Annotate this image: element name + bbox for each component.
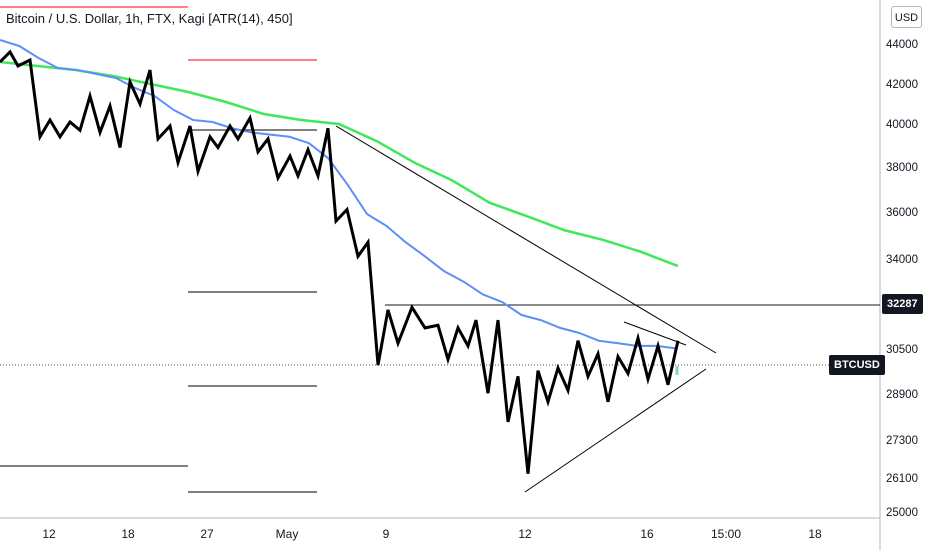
green-moving-average-line [0,60,679,268]
x-tick-label: 18 [808,527,822,541]
chart-title: Bitcoin / U.S. Dollar, 1h, FTX, Kagi [AT… [6,11,293,26]
y-tick-label: 28900 [886,389,918,401]
trendline-lower [524,368,707,493]
trendline-upper [335,125,717,354]
blue-moving-average-line [0,39,677,350]
x-tick-label: 9 [382,527,390,541]
x-tick-label: 15:00 [710,527,742,541]
y-tick-label: 40000 [886,119,918,131]
x-tick-label: 16 [640,527,654,541]
x-tick-label: 12 [42,527,56,541]
y-tick-label: 44000 [886,39,918,51]
symbol-price-tag: BTCUSD [829,355,885,375]
kagi-price-line [0,49,680,474]
x-tick-label: 18 [121,527,135,541]
x-tick-label: 12 [518,527,532,541]
y-tick-label: 25000 [886,507,918,519]
price-tag-32287: 32287 [882,294,923,314]
x-tick-label: May [275,527,299,541]
y-tick-label: 34000 [886,254,918,266]
currency-button[interactable]: USD [891,6,922,28]
y-tick-label: 42000 [886,79,918,91]
x-tick-label: 27 [200,527,214,541]
y-tick-label: 38000 [886,162,918,174]
trendline-inner [623,321,687,346]
y-tick-label: 36000 [886,207,918,219]
y-tick-label: 30500 [886,344,918,356]
y-tick-label: 26100 [886,473,918,485]
y-tick-label: 27300 [886,435,918,447]
